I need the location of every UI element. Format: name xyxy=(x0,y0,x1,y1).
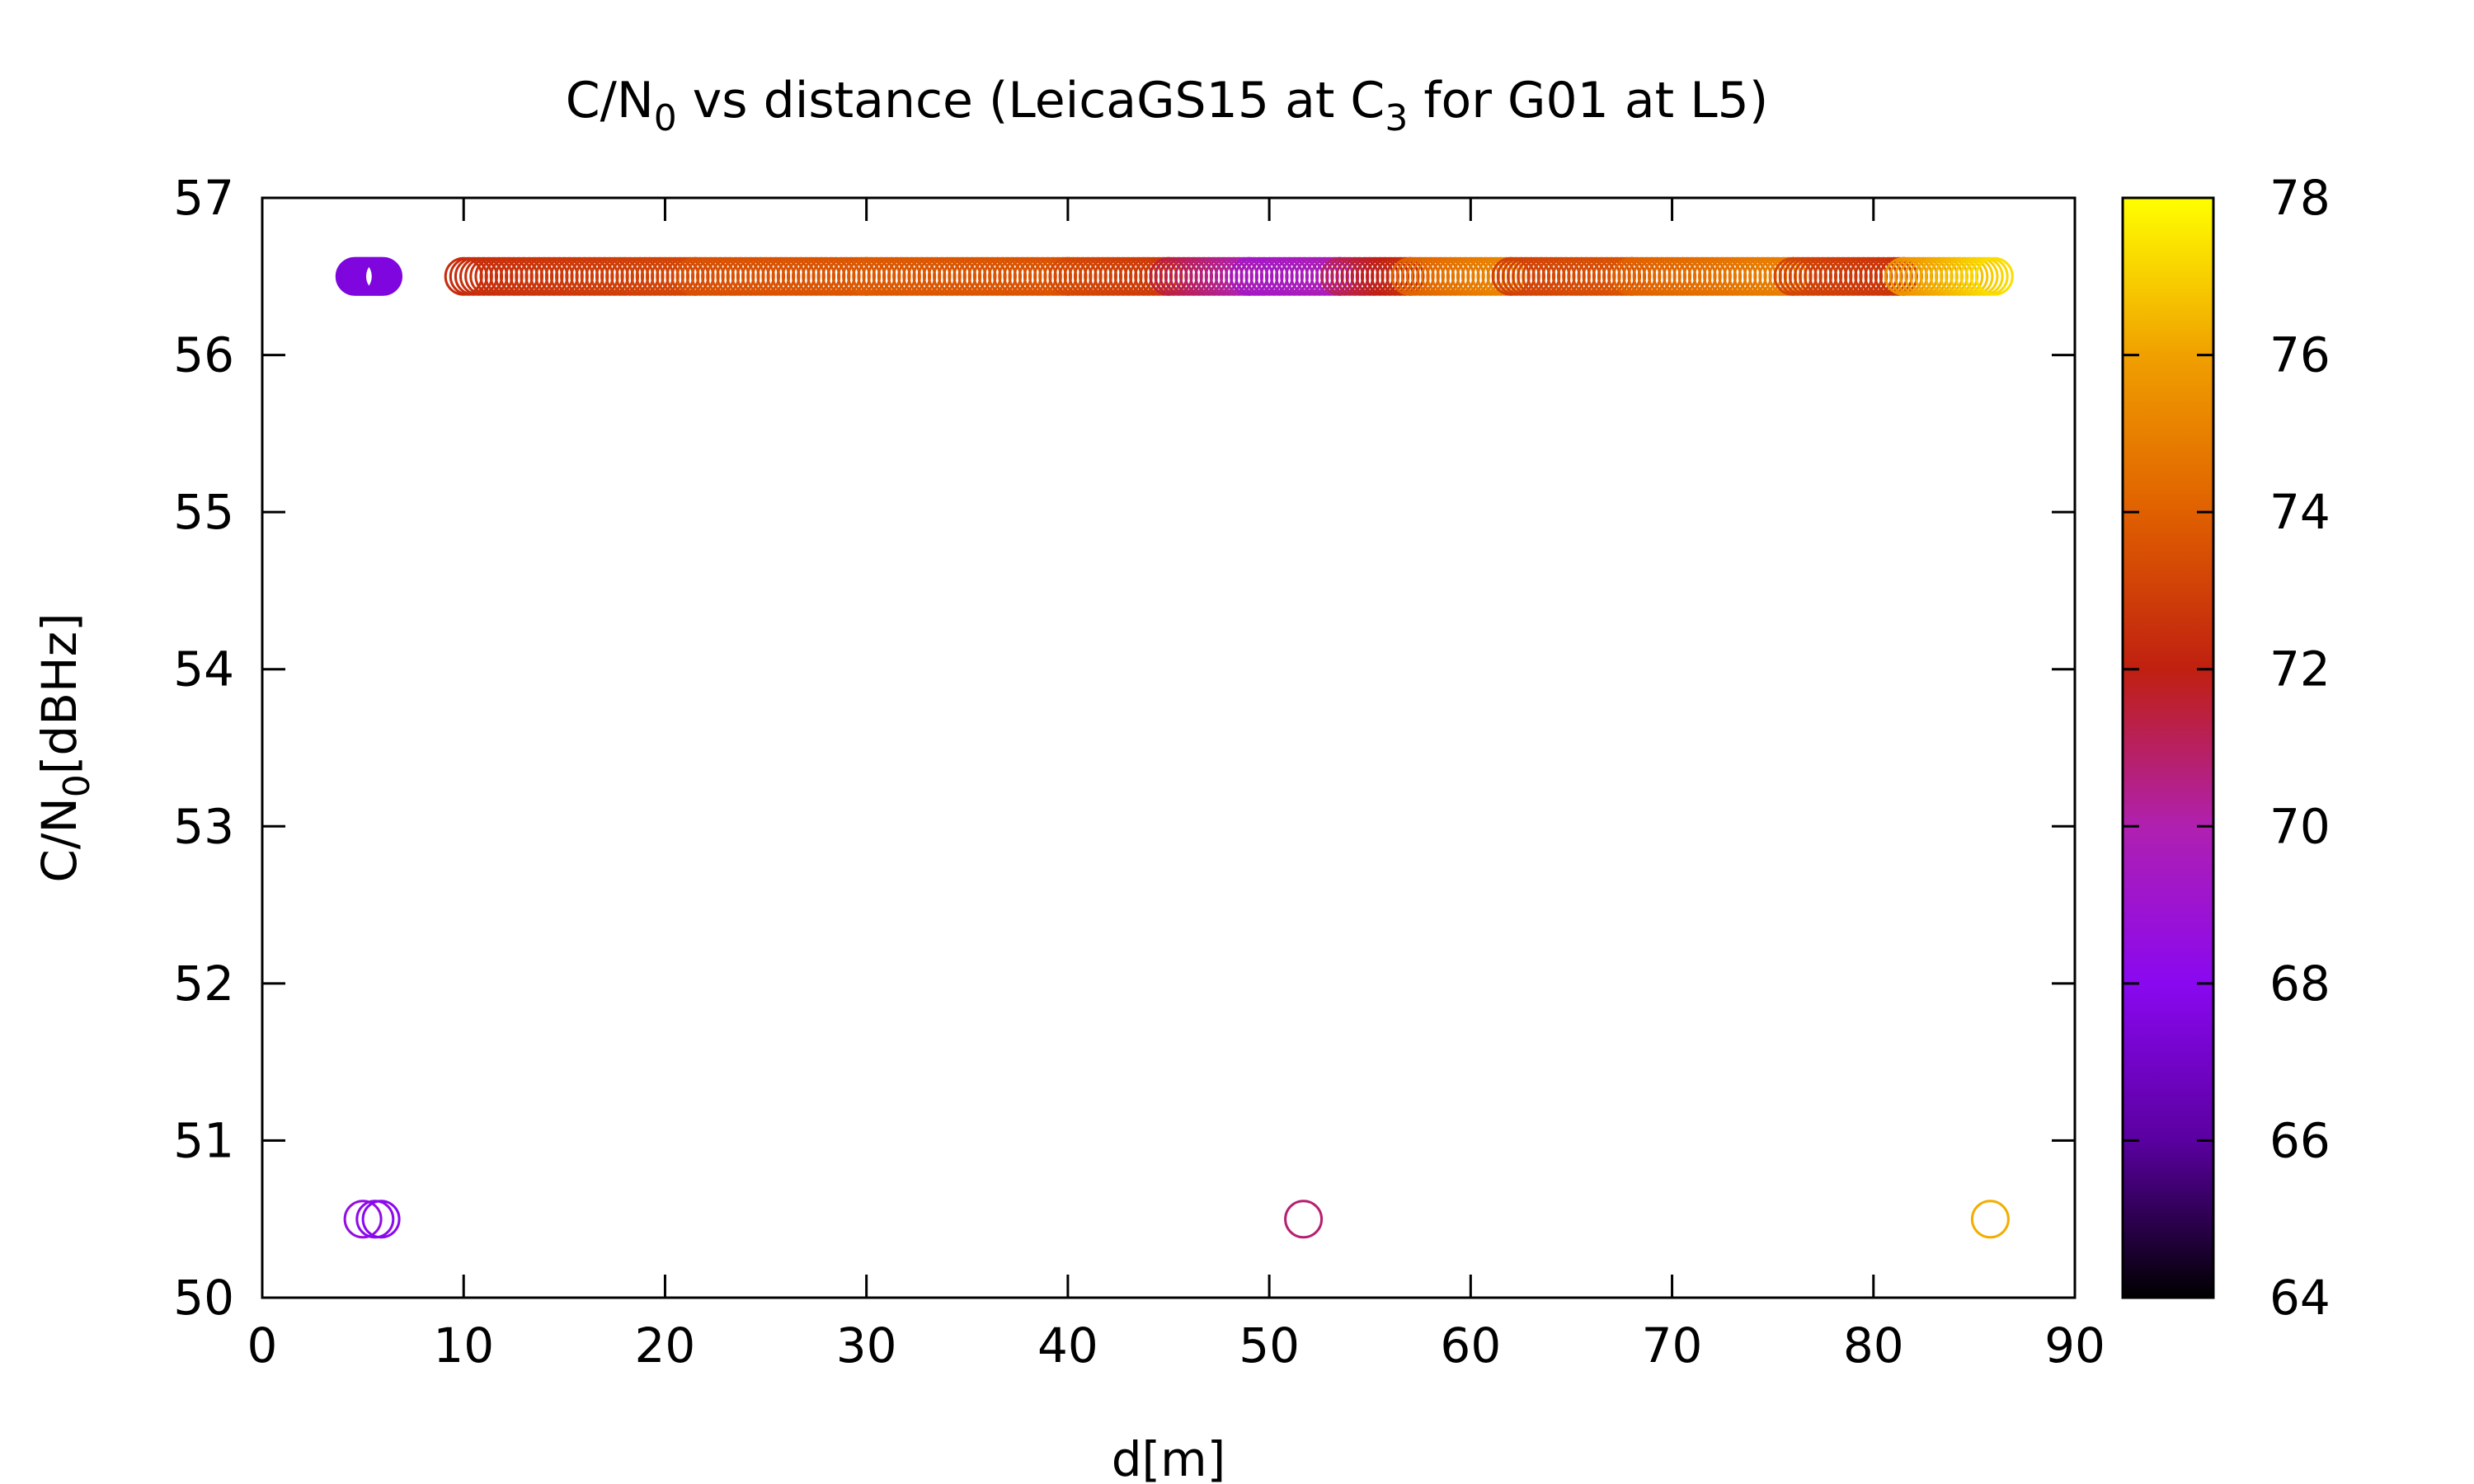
data-point xyxy=(1974,256,2014,296)
y-tick-label: 51 xyxy=(173,1112,234,1168)
data-points xyxy=(335,256,2014,1239)
y-tick-label: 54 xyxy=(173,641,234,697)
x-tick-label: 90 xyxy=(2044,1317,2105,1374)
x-axis-label: d[m] xyxy=(1112,1431,1226,1484)
x-tick-label: 70 xyxy=(1642,1317,1703,1374)
colorbar-tick-label: 76 xyxy=(2269,327,2331,383)
colorbar-tick-label: 68 xyxy=(2269,956,2331,1012)
data-point xyxy=(343,1200,383,1239)
colorbar-tick-label: 78 xyxy=(2269,170,2331,226)
colorbar-tick-label: 66 xyxy=(2269,1112,2331,1168)
colorbar-frame xyxy=(2121,196,2215,1299)
colorbar-ticks: 64 66 68 70 72 74 76 78 xyxy=(2123,170,2331,1326)
colorbar-tick-label: 72 xyxy=(2269,641,2331,697)
data-point xyxy=(361,1200,401,1239)
axis-ticks xyxy=(261,196,2077,1299)
colorbar xyxy=(2123,198,2213,1298)
y-axis-label: C/N0[dBHz] xyxy=(31,613,98,882)
x-tick-label: 40 xyxy=(1037,1317,1098,1374)
colorbar-tick-label: 64 xyxy=(2269,1270,2331,1326)
colorbar-tick-label: 74 xyxy=(2269,484,2331,540)
x-tick-label: 80 xyxy=(1843,1317,1904,1374)
y-tick-label: 52 xyxy=(173,956,234,1012)
x-tick-label: 20 xyxy=(635,1317,696,1374)
chart-title: C/N0 vs distance (LeicaGS15 at C3 for G0… xyxy=(566,72,1769,139)
y-tick-label: 57 xyxy=(173,170,234,226)
y-tick-label: 50 xyxy=(173,1270,234,1326)
data-point xyxy=(1970,1200,2010,1239)
data-point xyxy=(1284,1200,1324,1239)
x-tick-label: 0 xyxy=(247,1317,278,1374)
x-tick-label: 50 xyxy=(1239,1317,1300,1374)
x-tick-label: 10 xyxy=(433,1317,494,1374)
plot-frame xyxy=(261,196,2077,1299)
y-tick-label: 53 xyxy=(173,798,234,854)
axis-tick-labels: 0 10 20 30 40 50 60 70 80 90 50 51 52 53 54 55 56 57 xyxy=(173,170,2105,1374)
y-tick-label: 55 xyxy=(173,484,234,540)
colorbar-tick-label: 70 xyxy=(2269,798,2331,854)
x-tick-label: 60 xyxy=(1440,1317,1501,1374)
y-tick-label: 56 xyxy=(173,327,234,383)
x-tick-label: 30 xyxy=(836,1317,897,1374)
data-point xyxy=(364,256,402,296)
